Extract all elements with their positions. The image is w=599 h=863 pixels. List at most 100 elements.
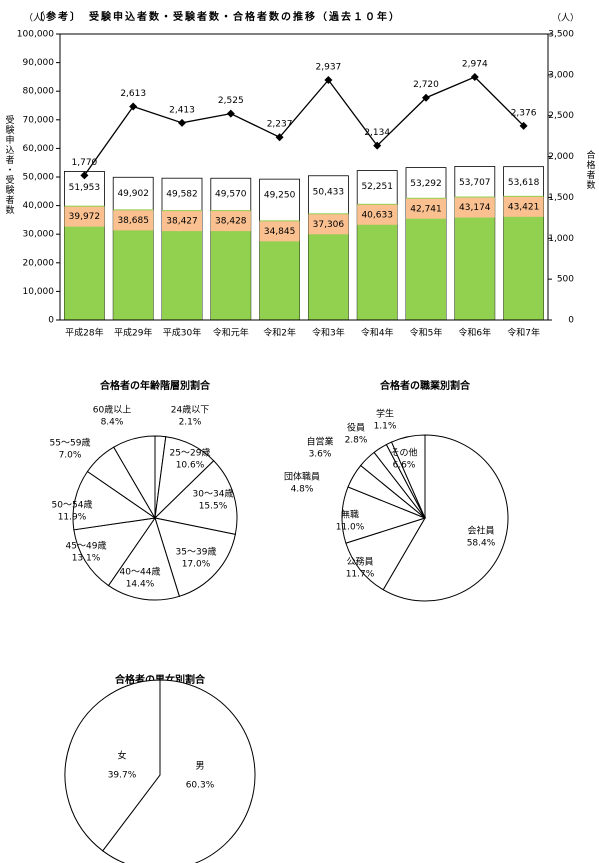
y2-tick-label: 1,500 [548, 193, 574, 203]
bar-label-bg [503, 196, 544, 217]
bar-value-label: 49,570 [215, 190, 247, 200]
bar-label-bg [357, 204, 398, 225]
slice-value-label: 8.4% [101, 418, 124, 428]
x-tick-label: 平成28年 [65, 327, 103, 339]
y2-tick-label: 3,500 [548, 30, 574, 40]
line-marker [373, 141, 382, 150]
x-tick-label: 令和2年 [263, 327, 296, 339]
line-value-label: 2,613 [120, 89, 146, 99]
slice-value-label: 3.6% [309, 450, 332, 460]
pie-slice [154, 517, 236, 597]
slice-label: 24歳以下 [171, 404, 209, 416]
y-tick-label: 0 [48, 316, 54, 326]
bar-value-label: 53,707 [459, 178, 491, 188]
slice-label: 役員 [347, 422, 365, 434]
x-tick-label: 令和元年 [213, 327, 249, 339]
x-tick-label: 令和5年 [410, 327, 443, 339]
bar-value-label: 43,421 [508, 202, 540, 212]
slice-label: 40～44歳 [120, 566, 161, 578]
line-marker [470, 72, 479, 81]
y-tick-label: 60,000 [23, 144, 55, 154]
bar-value-label: 50,433 [313, 187, 345, 197]
line-value-label: 2,413 [169, 105, 195, 115]
slice-label: 25～29歳 [170, 447, 211, 459]
slice-value-label: 11.7% [346, 570, 375, 580]
slice-label: 30～34歳 [193, 488, 234, 500]
pie-slice [153, 460, 238, 535]
y2-tick-label: 2,500 [548, 111, 574, 121]
y-tick-label: 90,000 [23, 58, 55, 68]
slice-value-label: 39.7% [108, 771, 137, 781]
line-value-label: 2,134 [364, 128, 390, 138]
chart-title: 〔参考〕 受験申込者数・受験者数・合格者数の推移（過去１０年） [34, 10, 401, 23]
bar-label-bg [406, 198, 446, 219]
bar-value-label: 43,174 [459, 203, 491, 213]
x-tick-label: 令和6年 [458, 327, 491, 339]
slice-label: 公務員 [346, 556, 373, 568]
pie-title: 合格者の職業別割合 [379, 379, 471, 392]
slice-value-label: 2.8% [345, 436, 368, 446]
bar-value-label: 39,972 [69, 212, 101, 222]
line [83, 76, 525, 176]
slice-label: 団体職員 [284, 471, 320, 483]
x-tick-label: 平成29年 [114, 327, 152, 339]
slice-label: その他 [390, 447, 417, 459]
y-axis-label: 受験申込者・受験者数 [4, 114, 15, 215]
y-unit: （人） [24, 13, 51, 24]
x-tick-label: 令和3年 [312, 327, 345, 339]
y-tick-label: 50,000 [23, 173, 55, 183]
bar-value-label: 38,427 [166, 217, 198, 227]
line-marker [519, 121, 528, 130]
y2-unit: （人） [552, 13, 579, 24]
line-value-label: 1,770 [72, 158, 98, 168]
pie-slice [390, 434, 426, 519]
bar-value-label: 38,685 [117, 216, 149, 226]
x-tick-label: 令和4年 [361, 327, 394, 339]
slice-value-label: 10.6% [176, 461, 205, 471]
slice-value-label: 14.4% [126, 580, 155, 590]
plot-frame [59, 33, 549, 321]
y-tick-label: 80,000 [23, 87, 55, 97]
bar-label-bg [113, 210, 154, 231]
bar-label-bg [308, 214, 349, 235]
line-value-label: 2,525 [218, 96, 244, 106]
y-tick-label: 100,000 [17, 30, 54, 40]
line-marker [80, 171, 89, 180]
y2-tick-label: 500 [557, 275, 574, 285]
slice-label: 学生 [376, 408, 394, 420]
line-value-label: 2,376 [511, 108, 537, 118]
x-tick-label: 平成30年 [163, 327, 201, 339]
bar-value-label: 53,292 [410, 179, 442, 189]
y2-tick-label: 0 [568, 316, 574, 326]
y2-axis-label: 合格者数 [585, 149, 596, 190]
slice-label: 45～49歳 [66, 540, 107, 552]
pie-slice [64, 679, 161, 852]
bar-label-bg [162, 211, 202, 232]
bar-value-label: 52,251 [361, 182, 393, 192]
slice-value-label: 4.8% [291, 485, 314, 495]
slice-value-label: 11.0% [336, 523, 365, 533]
y2-tick-label: 1,000 [548, 234, 574, 244]
slice-value-label: 17.0% [182, 560, 211, 570]
pie-slice [102, 679, 256, 863]
pie-title: 合格者の年齢階層別割合 [99, 379, 211, 392]
slice-label: 50～54歳 [52, 499, 93, 511]
line-marker [275, 133, 284, 142]
bar-label-bg [210, 211, 251, 232]
bar-value-label: 34,845 [264, 227, 296, 237]
bar-label-bg [454, 197, 495, 218]
bar-value-label: 42,741 [410, 204, 442, 214]
pie-slice [72, 470, 157, 531]
y-tick-label: 40,000 [23, 201, 55, 211]
slice-value-label: 7.0% [59, 451, 82, 461]
y-tick-label: 70,000 [23, 115, 55, 125]
bar-label-bg [64, 206, 105, 227]
pie-slice [113, 435, 156, 520]
y2-tick-label: 2,000 [548, 152, 574, 162]
y-tick-label: 20,000 [23, 258, 55, 268]
bar-value-label: 49,250 [264, 191, 296, 201]
slice-value-label: 13.1% [72, 554, 101, 564]
slice-label: 会社員 [467, 525, 494, 537]
